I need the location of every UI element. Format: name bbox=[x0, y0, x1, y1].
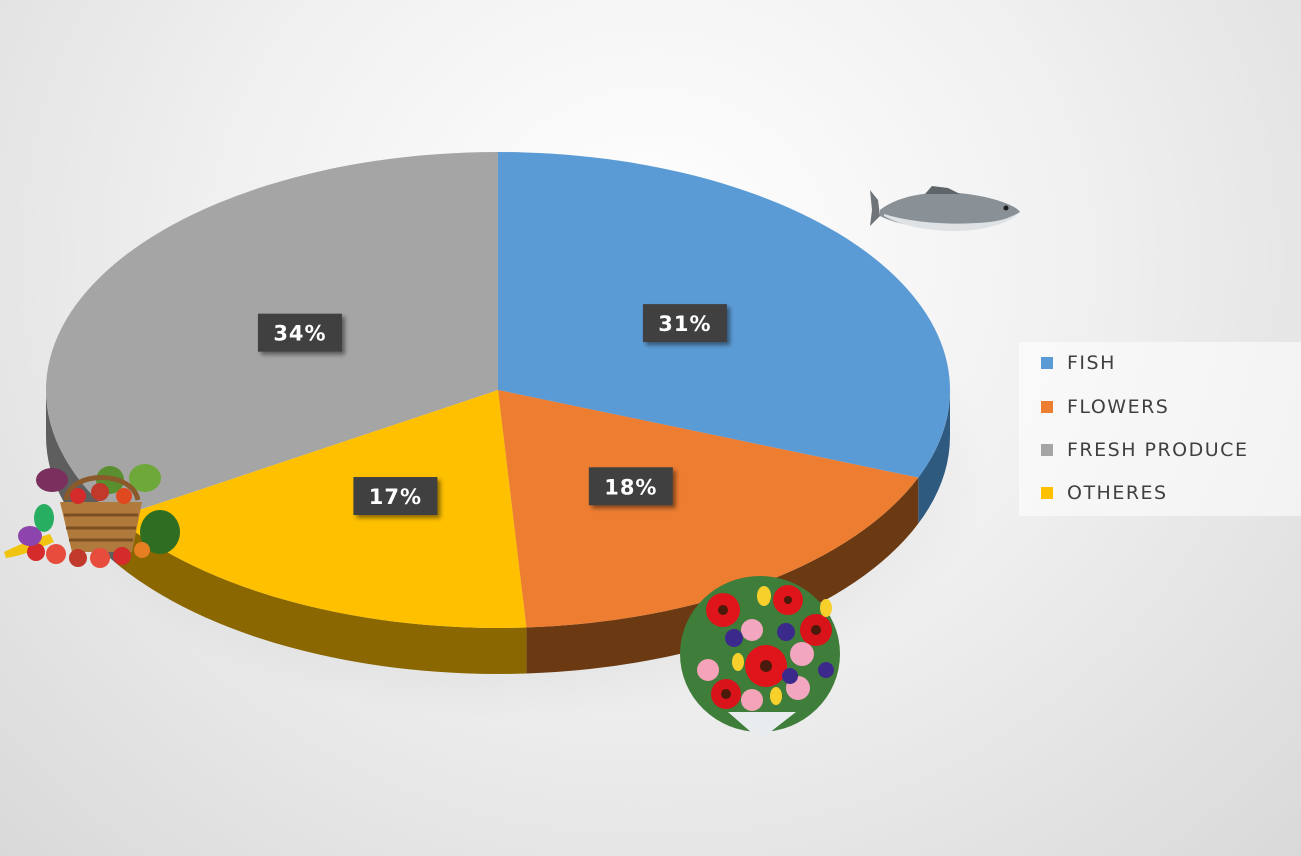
pie-slice-otheres bbox=[116, 390, 527, 628]
data-label-box bbox=[642, 304, 727, 343]
data-label-text: 17% bbox=[369, 485, 422, 509]
pie-side-flowers bbox=[526, 477, 919, 674]
legend-swatch-otheres bbox=[1041, 487, 1053, 499]
legend-item-fish: FISH bbox=[1041, 351, 1116, 375]
legend-label-fresh-produce: FRESH PRODUCE bbox=[1067, 439, 1249, 461]
data-label-fresh-produce: 34% bbox=[257, 313, 342, 352]
vegetable-basket-image bbox=[4, 464, 180, 568]
data-label-fish: 31% bbox=[642, 304, 727, 343]
legend-label-otheres: OTHERES bbox=[1067, 482, 1168, 504]
data-label-otheres: 17% bbox=[353, 477, 438, 516]
pie-side-fish bbox=[918, 390, 950, 524]
pie-labels: 31% 18% 17% 34% bbox=[257, 304, 727, 516]
data-label-flowers: 18% bbox=[588, 467, 673, 506]
legend-swatch-flowers bbox=[1041, 401, 1053, 413]
data-label-text: 31% bbox=[658, 312, 711, 336]
legend-item-flowers: FLOWERS bbox=[1041, 395, 1169, 419]
pie-tops bbox=[45, 152, 950, 628]
legend-item-otheres: OTHERES bbox=[1041, 481, 1168, 505]
data-label-box bbox=[588, 467, 673, 506]
data-label-text: 18% bbox=[604, 475, 657, 499]
legend-label-flowers: FLOWERS bbox=[1067, 396, 1170, 418]
legend-swatch-fresh-produce bbox=[1041, 444, 1053, 456]
pie-slice-flowers bbox=[498, 390, 919, 628]
legend: FISH FLOWERS FRESH PRODUCE OTHERES bbox=[1019, 342, 1301, 516]
data-label-box bbox=[257, 313, 342, 352]
data-label-text: 34% bbox=[273, 322, 326, 346]
legend-label-fish: FISH bbox=[1067, 352, 1116, 374]
pie-side-otheres bbox=[116, 517, 527, 674]
fish-image bbox=[870, 186, 1020, 232]
legend-item-fresh-produce: FRESH PRODUCE bbox=[1041, 438, 1248, 462]
data-label-box bbox=[353, 477, 438, 516]
legend-swatch-fish bbox=[1041, 357, 1053, 369]
flowers-bouquet-image bbox=[680, 576, 840, 740]
